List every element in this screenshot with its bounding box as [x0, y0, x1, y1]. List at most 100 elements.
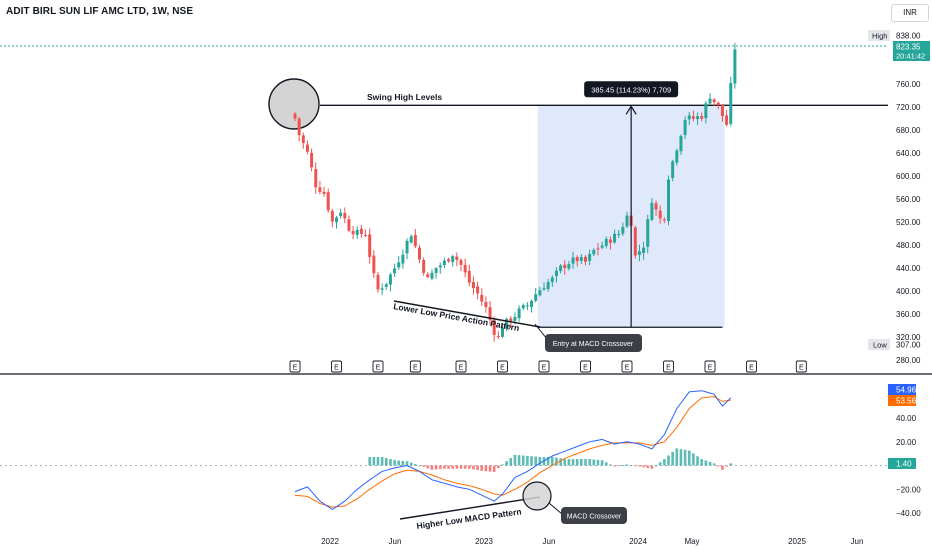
macd-histogram-bar	[650, 465, 654, 469]
candle-body	[380, 288, 384, 290]
earnings-marker	[795, 360, 807, 373]
earnings-marker	[455, 360, 467, 373]
macd-histogram-bar	[588, 459, 591, 466]
price-tick-label: 320.00	[896, 333, 921, 342]
candle-body	[671, 161, 675, 179]
last-price-value: 823.35	[896, 43, 921, 52]
candle-body	[426, 274, 430, 278]
swing-high-circle	[268, 78, 320, 130]
price-tick-label: 560.00	[896, 195, 921, 204]
macd-line	[294, 390, 732, 510]
candle-body	[384, 284, 388, 287]
candle-body	[716, 102, 720, 106]
candle-body	[691, 116, 695, 119]
candle-body	[509, 318, 513, 323]
candle-body	[554, 270, 558, 277]
candle-body	[401, 254, 405, 264]
candle-body	[330, 210, 334, 222]
candle-body	[608, 239, 612, 243]
candle-body	[700, 116, 704, 119]
candle-body	[438, 265, 442, 268]
candle-body	[637, 251, 641, 255]
hist-value: 1.40	[896, 460, 912, 469]
candles	[293, 43, 737, 342]
macd-histogram-bar	[571, 459, 575, 466]
macd-histogram-bar	[509, 458, 513, 466]
macd-value-box	[888, 384, 916, 395]
candle-body	[314, 168, 318, 188]
macd-histogram-bar	[434, 465, 438, 470]
candle-body	[525, 305, 529, 307]
annotations: 385.45 (114.23%) 7,709 Lower Low Price Ac…	[0, 45, 888, 352]
macd-histogram-bar	[687, 450, 691, 466]
candle-body	[633, 227, 637, 256]
swing-high-group: Swing High Levels	[268, 78, 888, 130]
earnings-marker-glyph: E	[459, 365, 464, 372]
earnings-marker	[621, 360, 633, 373]
macd-histogram-bar	[538, 456, 542, 466]
macd-histogram-bar	[675, 448, 679, 466]
candle-body	[708, 98, 712, 104]
macd-histogram-bar	[613, 465, 616, 467]
low-value: 307.00	[896, 341, 921, 350]
macd-histogram-bar	[376, 456, 380, 466]
macd-histogram-bar	[472, 465, 475, 470]
time-tick-label: Jun	[851, 537, 864, 546]
macd-histogram-bar	[729, 463, 733, 466]
macd-histogram-bar	[426, 465, 430, 469]
candle-body	[351, 230, 355, 235]
time-tick-label: May	[684, 537, 699, 546]
candle-body	[301, 135, 305, 144]
macd-histogram-bar	[422, 465, 425, 467]
macd-histogram-bar	[592, 459, 596, 466]
time-tick-label: 2022	[321, 537, 339, 546]
candle-body	[422, 259, 426, 273]
price-tick-label: 640.00	[896, 149, 921, 158]
candle-body	[455, 256, 459, 260]
candle-body	[588, 253, 592, 261]
earnings-marker	[497, 360, 508, 373]
price-tick-label: 520.00	[896, 218, 921, 227]
candle-body	[359, 228, 363, 234]
macd-histogram-bar	[484, 465, 488, 472]
macd-cross-callout-box	[561, 507, 627, 524]
macd-histogram-bar	[663, 459, 666, 466]
candle-body	[339, 212, 343, 217]
earnings-marker	[746, 360, 757, 373]
time-tick-label: 2024	[629, 537, 647, 546]
macd-histogram-bar	[629, 465, 633, 466]
macd-histogram-bar	[559, 458, 562, 466]
candle-body	[505, 318, 509, 328]
candle-body	[654, 203, 658, 210]
candle-body	[604, 238, 608, 246]
price-tick-label: 600.00	[896, 172, 921, 181]
macd-histogram-bar	[725, 465, 728, 467]
macd-histogram-bar	[683, 449, 687, 466]
macd-histogram-bar	[430, 465, 434, 470]
candle-body	[347, 219, 351, 231]
candle-body	[712, 99, 716, 103]
candle-body	[696, 116, 700, 120]
measure-label-box	[584, 81, 679, 98]
time-tick-label: Jun	[389, 537, 402, 546]
macd-histogram-bar	[480, 465, 484, 471]
currency-selector[interactable]: INR	[891, 4, 929, 22]
earnings-marker-glyph: E	[749, 365, 754, 372]
macd-histogram-bar	[580, 459, 583, 466]
macd-histogram-bar	[468, 465, 471, 469]
candle-body	[310, 152, 314, 168]
lower-low-label: Lower Low Price Action Pattern	[393, 301, 520, 333]
candle-body	[484, 301, 488, 308]
high-label-box	[868, 30, 890, 41]
candle-body	[521, 305, 525, 309]
earnings-marker-glyph: E	[666, 365, 671, 372]
swing-high-label: Swing High Levels	[367, 92, 442, 102]
macd-histogram-bar	[654, 465, 658, 467]
macd-tick-label: −40.00	[896, 509, 921, 518]
candle-body	[488, 307, 492, 320]
candle-body	[662, 219, 666, 221]
macd-histogram-bar	[385, 458, 388, 466]
candle-body	[393, 268, 397, 274]
macd-histogram-bar	[555, 457, 558, 466]
candle-body	[667, 179, 670, 222]
